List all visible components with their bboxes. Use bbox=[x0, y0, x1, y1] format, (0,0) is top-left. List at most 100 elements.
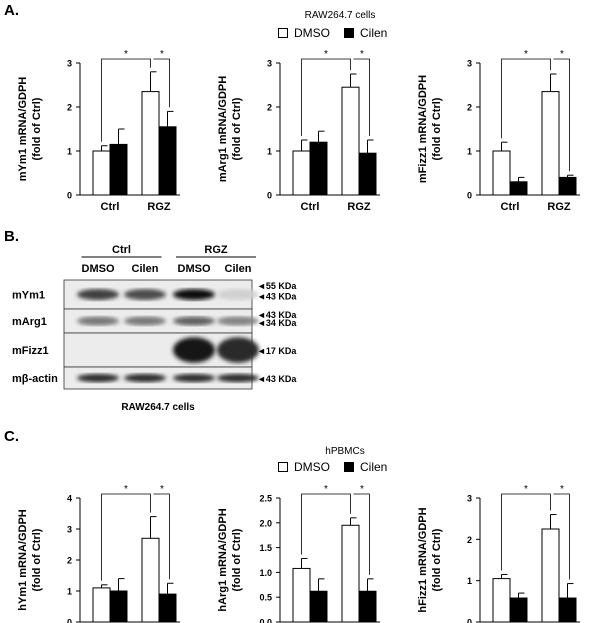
significance-bracket bbox=[101, 493, 151, 581]
blot-lane-label: DMSO bbox=[178, 263, 211, 275]
bar-dmso bbox=[292, 150, 311, 196]
blot-band bbox=[77, 288, 119, 301]
dmso-swatch bbox=[278, 28, 288, 38]
bar-cilen bbox=[558, 176, 577, 196]
y-tick-label: 2 bbox=[67, 103, 72, 113]
blot-lane-label: Cilen bbox=[132, 263, 159, 275]
x-tick-label: RGZ bbox=[147, 201, 171, 213]
y-tick-label: 2 bbox=[267, 103, 272, 113]
panel-b-letter: B. bbox=[4, 228, 19, 245]
y-tick-label: 3 bbox=[467, 494, 472, 504]
significance-bracket bbox=[353, 58, 370, 136]
y-tick-label: 2 bbox=[67, 556, 72, 566]
y-tick-label: 1 bbox=[67, 147, 72, 157]
significance-bracket bbox=[301, 493, 351, 555]
blot-band bbox=[173, 316, 215, 326]
y-tick-label: 1 bbox=[67, 587, 72, 597]
bar-dmso bbox=[92, 587, 111, 623]
y-tick-label: 1 bbox=[267, 147, 272, 157]
blot-marker: ◄34 KDa bbox=[257, 318, 297, 328]
bar-dmso bbox=[341, 86, 360, 196]
bar-dmso bbox=[541, 91, 560, 196]
blot-marker: ◄43 KDa bbox=[257, 292, 297, 302]
significance-bracket bbox=[153, 58, 170, 108]
legend-cilen-label: Cilen bbox=[360, 460, 388, 474]
y-axis-label: hYm1 mRNA/GDPH bbox=[17, 509, 29, 611]
chart-mfizz1: mFizz1 mRNA/GDPH (fold of Ctrl) 0 1 2 3 Ctrl RG… bbox=[417, 49, 580, 213]
y-axis-label: hFizz1 mRNA/GDPH bbox=[417, 507, 429, 612]
y-axis-label-unit: (fold of Ctrl) bbox=[431, 528, 443, 591]
cilen-swatch bbox=[344, 462, 354, 472]
y-tick-label: 0 bbox=[467, 191, 472, 201]
panel-a-letter: A. bbox=[4, 2, 19, 19]
blot-strip bbox=[63, 279, 253, 310]
significance-mark: * bbox=[360, 484, 364, 495]
x-tick-label: Ctrl bbox=[501, 201, 520, 213]
y-tick-label: 2 bbox=[467, 103, 472, 113]
significance-mark: * bbox=[524, 484, 528, 495]
y-axis-label-unit: (fold of Ctrl) bbox=[31, 97, 43, 160]
blot-strip bbox=[63, 366, 253, 390]
y-tick-label: 3 bbox=[67, 59, 72, 69]
blot-marker: ◄17 KDa bbox=[257, 346, 297, 356]
blot-marker: ◄55 KDa bbox=[257, 281, 297, 291]
y-tick-label: 0.5 bbox=[259, 593, 272, 603]
significance-bracket bbox=[553, 493, 570, 580]
blot-band bbox=[124, 373, 166, 383]
blot-band bbox=[173, 373, 215, 383]
x-tick-label: Ctrl bbox=[301, 201, 320, 213]
bar-dmso bbox=[141, 537, 160, 623]
blot-marker: ◄43 KDa bbox=[257, 310, 297, 320]
y-tick-label: 3 bbox=[267, 59, 272, 69]
bar-cilen bbox=[558, 597, 577, 623]
blot-strip bbox=[63, 308, 253, 334]
y-tick-label: 0 bbox=[467, 618, 472, 623]
y-axis-label: mArg1 mRNA/GDPH bbox=[217, 76, 229, 182]
blot-band bbox=[217, 288, 259, 301]
y-axis-label-unit: (fold of Ctrl) bbox=[231, 528, 243, 591]
significance-bracket bbox=[501, 493, 551, 571]
bar-dmso bbox=[341, 524, 360, 623]
panel-c-title: hPBMCs bbox=[325, 446, 365, 457]
significance-bracket bbox=[501, 58, 551, 139]
y-tick-label: 1.0 bbox=[259, 568, 272, 578]
chart-hym1: hYm1 mRNA/GDPH (fold of Ctrl) 0 1 2 3 4 * * bbox=[17, 484, 180, 623]
blot-band bbox=[173, 337, 215, 363]
bar-dmso bbox=[92, 150, 111, 196]
blot-group-label: Ctrl bbox=[112, 244, 131, 256]
chart-marg1: mArg1 mRNA/GDPH (fold of Ctrl) 0 1 2 3 Ctrl RGZ… bbox=[217, 49, 380, 213]
significance-mark: * bbox=[124, 484, 128, 495]
x-tick-label: RGZ bbox=[347, 201, 371, 213]
y-axis-label: mFizz1 mRNA/GDPH bbox=[417, 75, 429, 183]
y-tick-label: 2 bbox=[467, 535, 472, 545]
panel-c-letter: C. bbox=[4, 428, 19, 445]
bar-cilen bbox=[358, 590, 377, 623]
significance-mark: * bbox=[124, 49, 128, 60]
significance-mark: * bbox=[324, 484, 328, 495]
y-tick-label: 0 bbox=[67, 191, 72, 201]
significance-bracket bbox=[301, 58, 351, 136]
bar-cilen bbox=[509, 597, 528, 623]
x-tick-label: Ctrl bbox=[101, 201, 120, 213]
y-tick-label: 1 bbox=[467, 576, 472, 586]
blot-row-label: mFizz1 bbox=[12, 345, 49, 357]
y-tick-label: 4 bbox=[67, 494, 72, 504]
y-axis-label-unit: (fold of Ctrl) bbox=[31, 528, 43, 591]
legend-cilen-label: Cilen bbox=[360, 26, 388, 40]
y-tick-label: 2.0 bbox=[259, 518, 272, 528]
significance-mark: * bbox=[160, 484, 164, 495]
cilen-swatch bbox=[344, 28, 354, 38]
significance-mark: * bbox=[160, 49, 164, 60]
blot-band bbox=[217, 373, 259, 383]
blot-row-label: mYm1 bbox=[12, 290, 45, 302]
blot-lane-label: Cilen bbox=[225, 263, 252, 275]
bar-cilen bbox=[109, 590, 128, 623]
y-axis-label: mYm1 mRNA/GDPH bbox=[17, 77, 29, 182]
panel-a-title: RAW264.7 cells bbox=[304, 10, 376, 21]
blot-group-label: RGZ bbox=[204, 244, 228, 256]
y-tick-label: 1 bbox=[467, 147, 472, 157]
bar-cilen bbox=[509, 181, 528, 196]
blot-strip bbox=[63, 332, 253, 368]
y-axis-label-unit: (fold of Ctrl) bbox=[431, 97, 443, 160]
y-tick-label: 0 bbox=[267, 191, 272, 201]
